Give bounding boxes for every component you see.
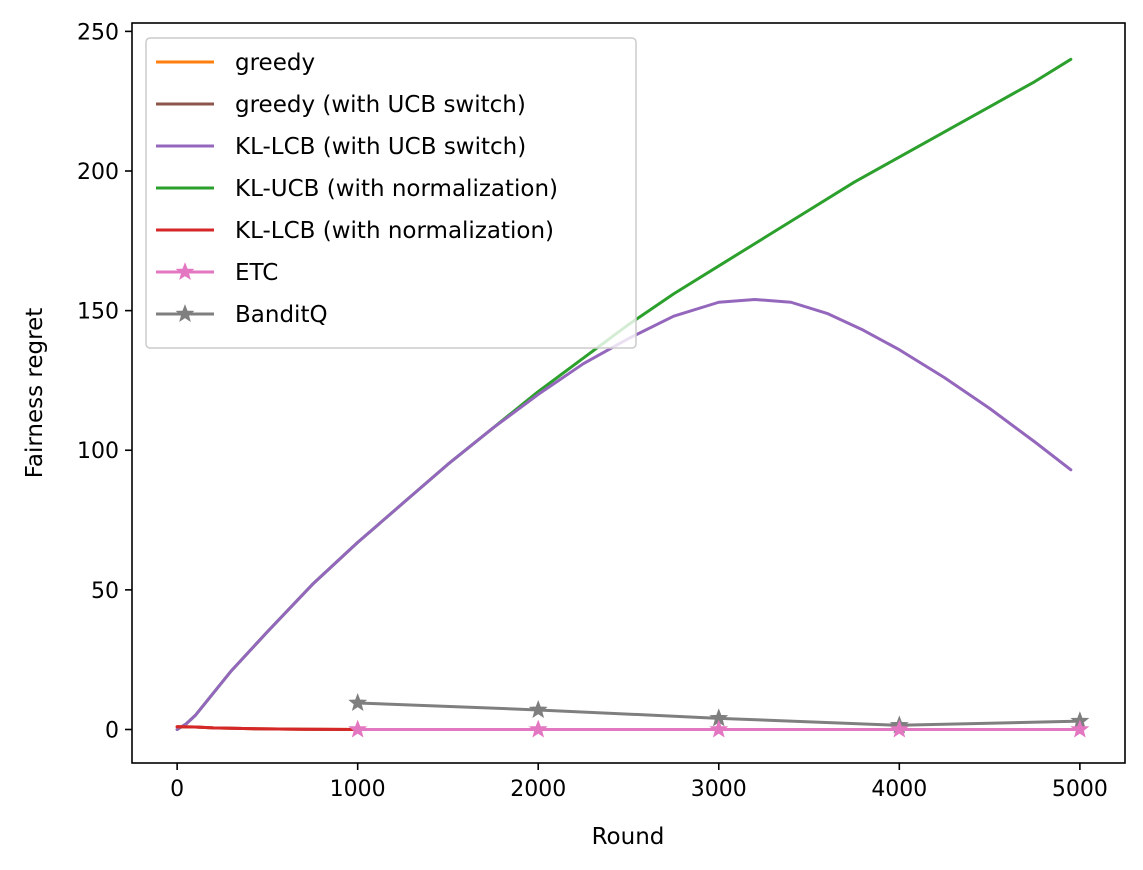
y-tick-label: 250 [77,20,119,45]
legend-marker [175,304,195,323]
y-tick-label: 100 [77,439,119,464]
x-axis-label: Round [592,824,665,850]
y-axis-label: Fairness regret [22,308,48,478]
series-line [175,725,360,731]
legend-item-kl-ucb-with-normalization: KL-UCB (with normalization) [156,176,558,202]
data-point [348,693,368,711]
series-line [175,297,1073,731]
legend-item-greedy-with-ucb-switch: greedy (with UCB switch) [156,92,526,118]
y-tick-label: 50 [91,579,119,604]
x-tick-label: 5000 [1052,777,1108,802]
data-point [528,719,548,738]
legend-item-kl-lcb-with-ucb-switch: KL-LCB (with UCB switch) [156,134,526,160]
legend-item-kl-lcb-with-normalization: KL-LCB (with normalization) [156,218,554,244]
legend: greedy greedy (with UCB switch) KL-LCB (wi… [145,37,637,349]
data-point [348,719,368,738]
legend-item-banditq: BanditQ [156,302,328,328]
series-kl-lcb-with-normalization [175,725,360,731]
series-kl-lcb-with-ucb-switch [175,297,1073,731]
legend-item-etc: ETC [156,260,278,286]
y-tick-label: 0 [105,718,119,743]
x-tick-label: 2000 [510,777,566,802]
plot-lines [175,57,1090,738]
legend-label: greedy [235,50,315,76]
x-tick-label: 0 [170,777,184,802]
legend-label: BanditQ [235,302,328,328]
legend-label: KL-LCB (with normalization) [235,218,554,244]
legend-label: greedy (with UCB switch) [235,92,526,118]
x-tick-label: 1000 [330,777,386,802]
data-point [1070,719,1090,738]
data-point [889,719,909,738]
y-axis: 0 50 100 150 200 250 [77,20,132,743]
series-etc [348,719,1090,738]
data-point [709,719,729,738]
y-tick-label: 200 [77,160,119,185]
y-tick-label: 150 [77,300,119,325]
legend-label: KL-LCB (with UCB switch) [235,134,526,160]
x-axis: 0 1000 2000 3000 4000 5000 [170,763,1108,802]
legend-marker [175,262,195,281]
x-tick-label: 3000 [691,777,747,802]
legend-label: KL-UCB (with normalization) [235,176,558,202]
legend-label: ETC [235,260,278,286]
legend-box [145,37,637,349]
plot-frame [131,22,1126,764]
data-point [528,700,548,718]
legend-item-greedy: greedy [156,50,315,76]
x-tick-label: 4000 [871,777,927,802]
